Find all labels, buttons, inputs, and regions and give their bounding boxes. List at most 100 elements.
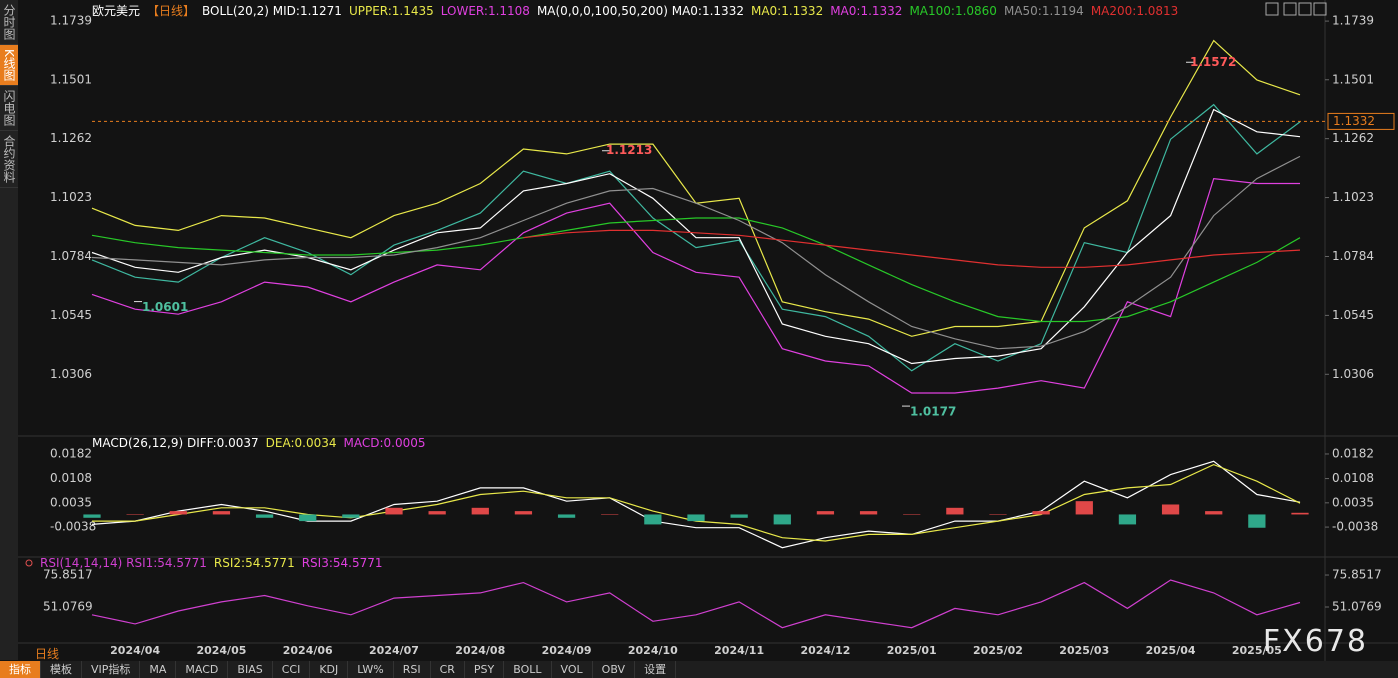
legend-entry: BOLL(20,2) MID:1.1271 [202,3,342,18]
y-tick-label: -0.0038 [1332,520,1378,534]
indicator-tab[interactable]: MACD [176,661,229,678]
histogram-bar [212,511,231,515]
period-tag: 【日线】 [147,4,196,18]
series-line [92,463,1301,542]
y-tick-label: 0.0108 [1332,471,1374,485]
histogram-bar [514,511,533,515]
histogram-bar [1118,514,1137,525]
indicator-tab[interactable]: BOLL [504,661,552,678]
histogram-bar [903,514,921,515]
series-line [91,460,1301,549]
indicator-label: MA0:1.1332 [830,3,903,18]
sidebar-tab[interactable]: K线图 [0,45,18,86]
indicator-tab[interactable]: KDJ [310,661,349,678]
series-line [91,155,1301,350]
histogram-bar [1205,511,1223,515]
indicator-tab[interactable]: VOL [552,661,593,678]
indicator-tab[interactable]: VIP指标 [82,661,141,678]
indicator-label: MA(0,0,0,100,50,200) MA0:1.1332 [536,3,744,18]
y-tick-label: 1.0784 [1332,249,1374,263]
histogram-bar [1161,504,1180,515]
rsi-header: RSI(14,14,14) RSI1:54.5771 RSI2:54.5771 RS… [40,556,383,570]
y-tick-label: 1.1501 [1332,72,1374,86]
histogram-bar [255,514,274,518]
indicator-tab[interactable]: 指标 [0,661,41,678]
sidebar-tab[interactable]: 分时图 [0,0,18,45]
indicator-tab[interactable]: BIAS [228,661,273,678]
histogram-bar [859,511,878,515]
series-line [523,229,1301,268]
indicator-tab[interactable]: CCI [273,661,311,678]
y-tick-label: 1.0545 [1332,308,1374,322]
histogram-bar [126,514,144,515]
histogram-bar [989,514,1007,515]
y-tick-label: 75.8517 [1332,568,1382,582]
histogram-bar [1075,501,1093,515]
histogram-bar [385,507,403,515]
histogram-bar [773,514,791,525]
y-tick-label: 1.1023 [50,190,92,204]
sidebar: 分时图 K线图 闪电图 合约资料 [0,0,18,660]
x-tick-label: 2025/03 [1059,644,1109,657]
histogram-bar [687,514,705,522]
low-label: 1.0601 [142,300,188,314]
y-tick-label: 75.8517 [43,568,93,582]
y-tick-label: 1.0306 [1332,367,1374,381]
histogram-bar [1032,511,1050,515]
legend-entry: UPPER:1.1435 [348,3,434,18]
x-tick-label: 2024/04 [110,644,160,657]
y-tick-label: 1.1501 [50,72,92,86]
indicator-tabs: 指标 模板 VIP指标 MA MACD BIAS CCI KDJ LW% RSI CR PSY BOLL… [0,661,1398,678]
histogram-bar [83,514,101,518]
histogram-bar [644,514,662,525]
x-tick-label: 2024/05 [196,644,246,657]
x-tick-label: 2024/06 [283,644,333,657]
series-line [91,217,1301,323]
series-line [91,108,1301,365]
y-tick-label: 0.0035 [50,495,92,509]
histogram-bar [730,514,748,518]
y-tick-label: 1.1739 [1332,14,1374,28]
x-tick-label: 2025/01 [887,644,937,657]
histogram-bar [946,507,964,515]
y-tick-label: 0.0182 [1332,446,1374,460]
sidebar-tab[interactable]: 闪电图 [0,86,18,131]
indicator-tab[interactable]: PSY [465,661,505,678]
last-price-box [1327,112,1395,130]
x-tick-label: 2024/09 [542,644,592,657]
x-tick-label: 2024/07 [369,644,419,657]
window-icons[interactable] [1265,2,1327,16]
macd-header: MACD(26,12,9) DIFF:0.0037 DEA:0.0034 MACD:… [92,436,426,450]
indicator-tab[interactable]: LW% [348,661,394,678]
indicator-tab[interactable]: RSI [394,661,431,678]
low-label: 1.0177 [910,405,956,419]
indicator-tab[interactable]: 模板 [41,661,82,678]
indicator-tab[interactable]: CR [431,661,465,678]
sidebar-tab[interactable]: 合约资料 [0,131,18,188]
y-tick-label: 1.1262 [1332,131,1374,145]
legend-entry: MA100:1.0860 [909,3,997,18]
period-label: 日线 [35,647,60,661]
main-header: 欧元美元 【日线】 BOLL(20,2) MID:1.1271 UPPER:1.143… [92,2,1178,19]
histogram-bar [299,514,317,522]
histogram-bar [601,514,619,515]
y-tick-label: 1.0306 [50,367,92,381]
x-tick-label: 2025/05 [1232,644,1282,657]
y-tick-label: 51.0769 [1332,599,1382,613]
indicator-tab[interactable]: OBV [593,661,636,678]
histogram-bar [428,511,446,515]
y-tick-label: 0.0182 [50,446,92,460]
legend-entry: MACD(26,12,9) DIFF:0.0037 [92,436,259,450]
indicator-tab[interactable]: MA [140,661,177,678]
x-tick-label: 2024/10 [628,644,678,657]
y-tick-label: 0.0035 [1332,495,1374,509]
indicator-tab[interactable]: 设置 [635,661,677,678]
x-tick-label: 2024/12 [800,644,850,657]
histogram-bar [1291,512,1309,515]
y-tick-label: 51.0769 [43,599,93,613]
high-label: 1.1572 [1190,55,1236,69]
histogram-bar [1248,514,1266,528]
y-tick-label: -0.0038 [50,520,96,534]
